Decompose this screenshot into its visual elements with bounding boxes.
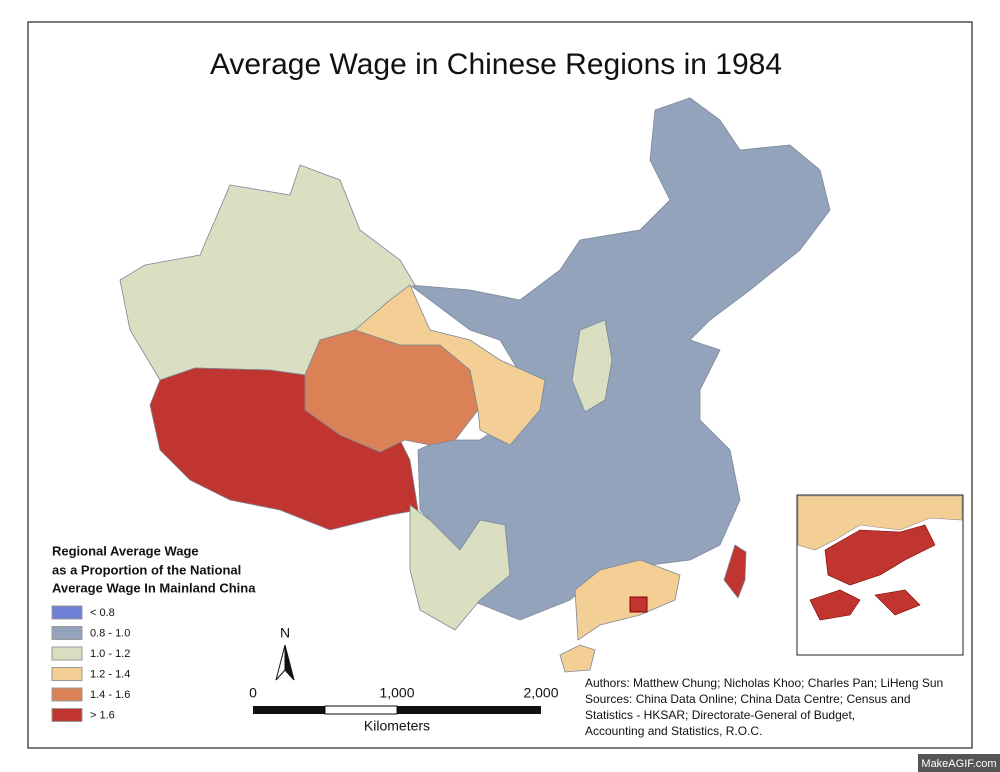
scale-bar: 0 1,000 2,000 Kilometers [249, 685, 559, 734]
scale-unit: Kilometers [364, 718, 430, 734]
credit-line: Accounting and Statistics, R.O.C. [585, 724, 762, 738]
watermark: MakeAGIF.com [921, 758, 996, 770]
legend-label: 1.0 - 1.2 [90, 648, 130, 660]
legend-swatch [51, 687, 83, 702]
credit-line: Statistics - HKSAR; Directorate-General … [585, 708, 855, 722]
legend-swatch [51, 605, 83, 620]
scale-tick-label: 1,000 [379, 685, 414, 701]
legend-label: > 1.6 [90, 709, 115, 721]
legend-title: Regional Average Wage [52, 543, 199, 558]
inset-map [796, 494, 964, 656]
scale-tick-label: 0 [249, 685, 257, 701]
legend-swatch [51, 626, 83, 640]
credits: Authors: Matthew Chung; Nicholas Khoo; C… [585, 676, 943, 738]
region [408, 97, 831, 621]
north-label: N [280, 625, 290, 641]
legend-title: Average Wage In Mainland China [52, 580, 256, 595]
north-arrow: N [275, 625, 295, 681]
legend-swatch [51, 708, 83, 722]
region [354, 284, 546, 446]
legend-swatch [51, 646, 83, 661]
region [149, 367, 419, 531]
hong-kong-marker [629, 596, 648, 613]
credit-line: Authors: Matthew Chung; Nicholas Khoo; C… [585, 676, 943, 690]
legend-title: as a Proportion of the National [52, 562, 241, 577]
region [571, 319, 613, 413]
legend-label: 1.4 - 1.6 [90, 689, 130, 701]
watermark-box [918, 754, 1000, 772]
region [409, 504, 511, 631]
region [723, 544, 747, 599]
map-title: Average Wage in Chinese Regions in 1984 [210, 48, 782, 81]
legend-label: 0.8 - 1.0 [90, 627, 130, 639]
region [574, 559, 681, 641]
legend-label: 1.2 - 1.4 [90, 668, 130, 680]
legend: Regional Average Wage as a Proportion of… [51, 543, 256, 722]
region [559, 644, 596, 673]
credit-line: Sources: China Data Online; China Data C… [585, 692, 911, 706]
scale-tick-label: 2,000 [523, 685, 558, 701]
legend-swatch [51, 667, 83, 681]
legend-label: < 0.8 [90, 607, 115, 619]
map-regions [119, 97, 831, 673]
